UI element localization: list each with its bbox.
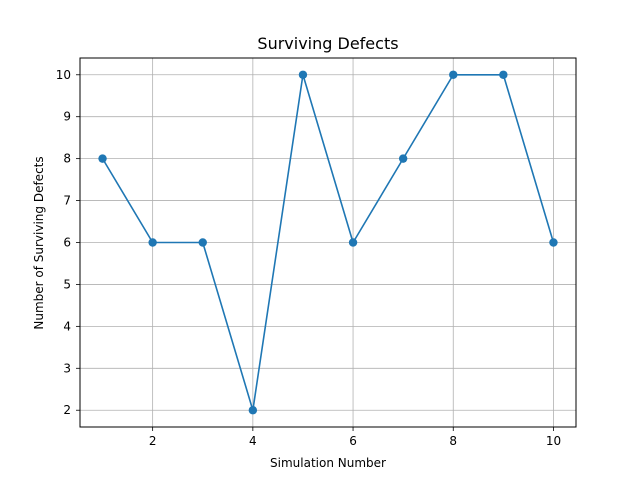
x-axis-label: Simulation Number [270, 456, 386, 470]
x-tick-label: 6 [349, 434, 357, 448]
x-tick-label: 8 [449, 434, 457, 448]
data-point [298, 70, 308, 79]
data-point [549, 238, 558, 247]
data-point [398, 154, 408, 163]
y-tick-label: 5 [63, 277, 71, 291]
data-point [198, 238, 207, 247]
y-tick-label: 6 [63, 236, 71, 250]
y-tick-label: 10 [56, 68, 71, 82]
x-tick-label: 4 [249, 434, 257, 448]
series-line [101, 73, 555, 412]
y-tick-label: 7 [63, 194, 71, 208]
data-point [148, 238, 157, 247]
y-tick-label: 2 [63, 403, 71, 417]
y-tick-label: 9 [63, 110, 71, 124]
x-tick-label: 2 [149, 434, 157, 448]
chart-title: Surviving Defects [257, 34, 398, 53]
y-tick-label: 4 [63, 319, 71, 333]
x-tick-label: 10 [546, 434, 561, 448]
y-axis-label: Number of Surviving Defects [32, 156, 46, 329]
ticks: 2 4 6 8 10 2 3 4 5 6 7 8 9 10 [56, 68, 561, 448]
data-point [499, 70, 508, 79]
y-tick-label: 3 [63, 361, 71, 375]
y-tick-label: 8 [63, 152, 71, 166]
data-point [248, 406, 258, 415]
series-layer [98, 70, 558, 415]
data-point [348, 238, 358, 247]
data-point [449, 70, 458, 79]
data-point [98, 154, 107, 163]
